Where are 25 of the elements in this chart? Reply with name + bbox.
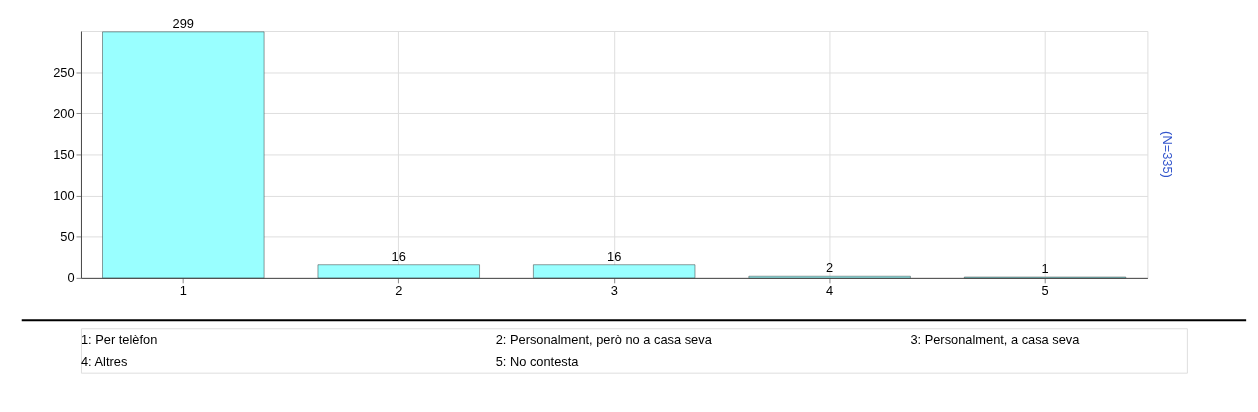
x-tick-label: 1 [179,283,187,299]
y-tick-label: 50 [60,229,75,245]
y-tick-label: 150 [53,146,75,162]
x-tick-label: 5 [1041,283,1049,299]
text: 1: Per telèfon [80,332,158,348]
text: 2: Personalment, però no a casa seva [495,332,713,348]
text: (N=335) [1160,131,1176,178]
x-tick-label: 2 [395,283,403,299]
bar [317,264,480,279]
data-label: 1 [1041,261,1049,277]
text: 3: Personalment, a casa seva [910,332,1081,348]
text: 5: No contesta [495,353,580,369]
y-tick-label: 250 [53,64,75,80]
text: 4: Altres [80,353,128,369]
data-label: 2 [826,260,834,276]
bar [533,264,696,279]
x-tick-label: 4 [826,283,834,299]
x-tick-label: 3 [610,283,618,299]
y-tick-label: 0 [67,270,75,286]
data-label: 16 [607,248,622,264]
data-label: 299 [172,15,195,31]
y-tick-label: 100 [53,188,75,204]
bar [102,31,265,279]
y-tick-label: 200 [53,105,75,121]
data-label: 16 [391,248,406,264]
